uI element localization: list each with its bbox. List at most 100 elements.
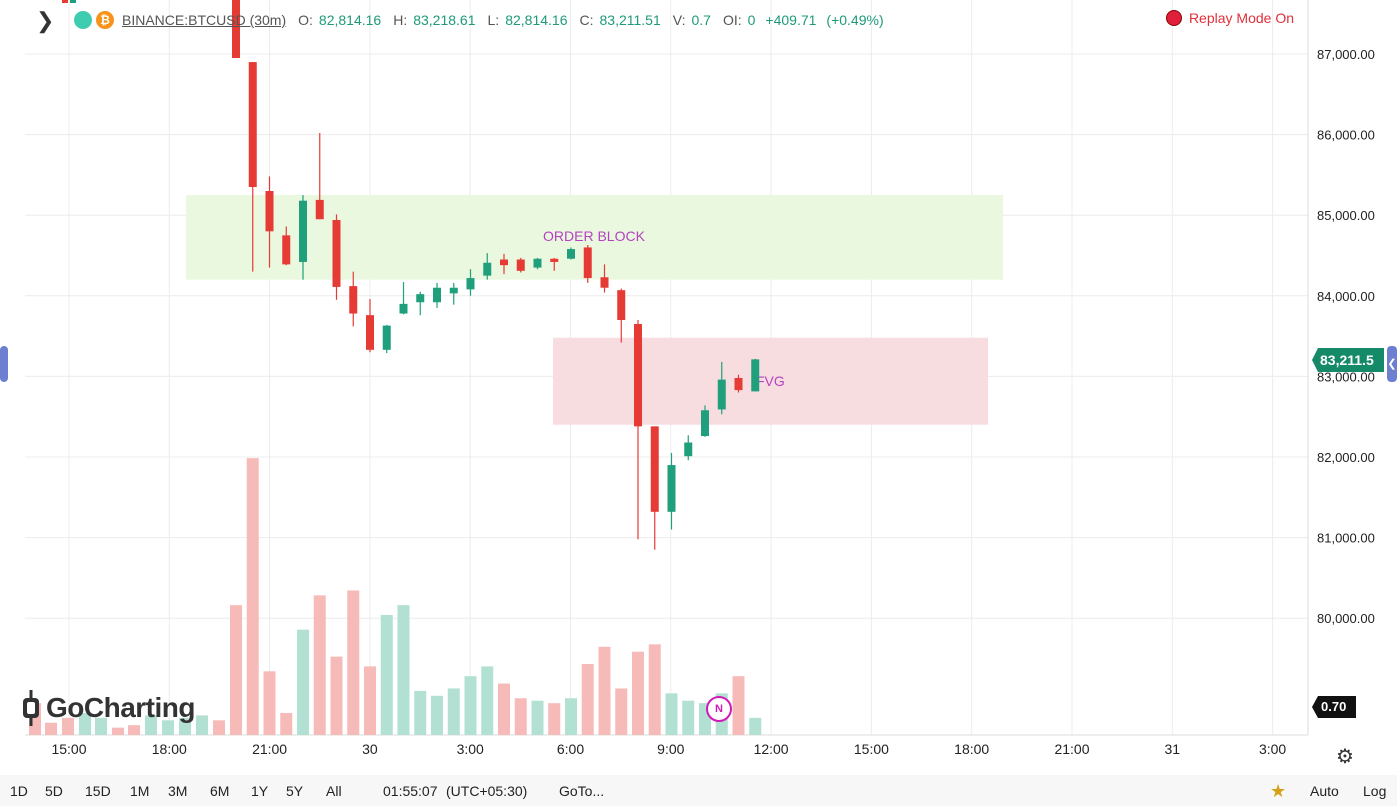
volume-bar xyxy=(498,683,510,735)
range-15d[interactable]: 15D xyxy=(85,783,111,799)
y-tick-label: 85,000.00 xyxy=(1317,208,1375,223)
volume-bar xyxy=(431,695,443,735)
candle-body xyxy=(299,200,307,262)
low-value: 82,814.16 xyxy=(505,12,568,28)
volume-bar xyxy=(45,722,57,735)
partial-flag-icon-2 xyxy=(70,0,76,3)
range-1m[interactable]: 1M xyxy=(130,783,150,799)
candle-body xyxy=(684,442,693,457)
y-tick-label: 82,000.00 xyxy=(1317,450,1375,465)
volume-bar xyxy=(632,651,644,735)
candle-body xyxy=(449,287,458,294)
candle-body xyxy=(332,220,341,287)
candle-body xyxy=(232,0,240,59)
volume-tag-value: 0.70 xyxy=(1321,699,1347,714)
x-tick-label: 15:00 xyxy=(51,741,86,757)
timezone[interactable]: (UTC+05:30) xyxy=(446,783,528,799)
candle-body xyxy=(550,258,559,262)
y-tick-label: 84,000.00 xyxy=(1317,289,1375,304)
volume-bar xyxy=(313,595,326,735)
volume-bar xyxy=(196,715,208,735)
x-tick-label: 31 xyxy=(1165,741,1181,757)
oi-label: OI: xyxy=(722,12,742,28)
volume-bar xyxy=(682,700,695,735)
x-tick-label: 9:00 xyxy=(657,741,684,757)
high-value: 83,218.61 xyxy=(413,12,476,28)
range-6m[interactable]: 6M xyxy=(210,783,230,799)
volume-bar xyxy=(581,663,594,735)
volume-bar xyxy=(414,690,427,735)
candle-body xyxy=(315,199,324,220)
range-all[interactable]: All xyxy=(326,783,342,799)
x-tick-label: 18:00 xyxy=(152,741,187,757)
candle-body xyxy=(533,258,542,268)
volume-bar xyxy=(447,688,460,735)
logo-icon xyxy=(23,690,39,726)
symbol-label[interactable]: BINANCE:BTCUSD (30m) xyxy=(122,12,287,28)
news-badge[interactable]: N xyxy=(706,696,732,722)
clock-time: 01:55:07 xyxy=(383,783,438,799)
volume-bar xyxy=(145,715,157,735)
candle-body xyxy=(282,235,291,265)
x-tick-label: 3:00 xyxy=(457,741,484,757)
candle-body xyxy=(433,287,441,303)
y-tick-label: 81,000.00 xyxy=(1317,531,1375,546)
chevron-right-icon[interactable]: ❯ xyxy=(36,8,55,33)
volume-bar xyxy=(62,717,74,735)
range-5d[interactable]: 5D xyxy=(45,783,63,799)
logo-text: GoCharting xyxy=(46,692,196,723)
volume-value: 0.7 xyxy=(691,12,711,28)
volume-bar xyxy=(347,590,360,735)
volume-bar xyxy=(128,725,140,735)
range-1d[interactable]: 1D xyxy=(10,783,28,799)
gocharting-logo: GoCharting xyxy=(16,688,196,728)
volume-bar xyxy=(481,666,494,735)
goto-button[interactable]: GoTo... xyxy=(559,783,605,799)
candle-body xyxy=(751,359,760,392)
partial-flag-icon xyxy=(62,0,68,3)
volume-bar xyxy=(330,656,343,735)
volume-bar xyxy=(364,666,376,735)
volume-bar xyxy=(112,727,124,735)
star-icon[interactable]: ★ xyxy=(1270,781,1287,801)
volume-bar xyxy=(95,717,107,735)
range-5y[interactable]: 5Y xyxy=(286,783,304,799)
x-tick-label: 21:00 xyxy=(252,741,287,757)
right-panel-handle[interactable]: ❮ xyxy=(1387,346,1397,382)
range-3m[interactable]: 3M xyxy=(168,783,188,799)
news-badge-label: N xyxy=(715,703,723,715)
open-label: O: xyxy=(298,12,313,28)
candle-body xyxy=(516,259,525,271)
volume-bar xyxy=(749,717,762,735)
y-tick-label: 83,000.00 xyxy=(1317,369,1375,384)
volume-bar xyxy=(213,720,225,735)
candle-body xyxy=(600,277,609,288)
close-label: C: xyxy=(579,12,594,28)
volume-bar xyxy=(598,646,611,735)
volume-bar xyxy=(648,644,661,735)
log-scale-button[interactable]: Log xyxy=(1363,783,1387,799)
auto-scale-button[interactable]: Auto xyxy=(1310,783,1339,799)
volume-bar xyxy=(280,712,293,735)
volume-bar xyxy=(79,712,91,735)
candle-body xyxy=(416,294,425,303)
x-tick-label: 21:00 xyxy=(1054,741,1089,757)
volume-bar xyxy=(531,700,544,735)
volume-bar xyxy=(246,458,259,735)
volume-bar xyxy=(179,717,191,735)
candle-body xyxy=(583,247,592,279)
replay-indicator[interactable]: Replay Mode On xyxy=(1165,10,1294,26)
settings-gear-icon[interactable]: ⚙ xyxy=(1336,746,1354,768)
bitcoin-icon: ₿ xyxy=(96,11,114,29)
candle-body xyxy=(248,62,257,187)
volume-bar xyxy=(297,629,309,735)
range-1y[interactable]: 1Y xyxy=(251,783,269,799)
volume-bar xyxy=(162,720,174,735)
volume-bar xyxy=(464,676,477,735)
bottom-toolbar: 1D 5D 15D 1M 3M 6M 1Y 5Y All 01:55:07 (U… xyxy=(0,775,1397,806)
order-block-label: ORDER BLOCK xyxy=(543,228,646,244)
left-panel-handle[interactable] xyxy=(0,346,8,382)
volume-bar xyxy=(263,671,276,735)
low-label: L: xyxy=(487,12,500,28)
